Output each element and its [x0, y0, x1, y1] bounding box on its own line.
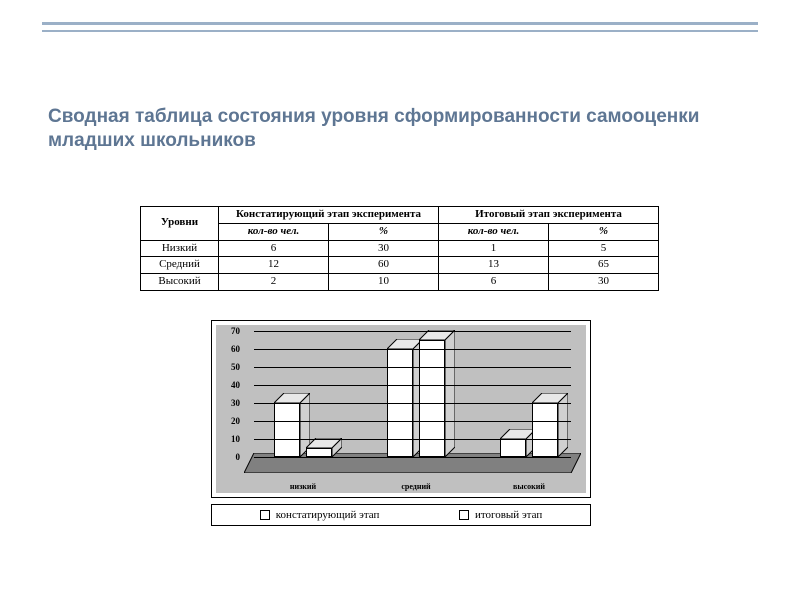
- th-stage2: Итоговый этап эксперимента: [439, 207, 659, 224]
- summary-table: Уровни Констатирующий этап эксперимента …: [140, 206, 659, 291]
- chart-ytick-label: 30: [216, 398, 240, 408]
- chart-ytick-label: 10: [216, 434, 240, 444]
- legend-swatch-1: [260, 510, 270, 520]
- chart-gridline: [254, 331, 571, 332]
- chart-gridline: [254, 439, 571, 440]
- th-count-2: кол-во чел.: [439, 223, 549, 240]
- chart-gridline: [254, 421, 571, 422]
- chart-ytick-label: 40: [216, 380, 240, 390]
- legend-item-1: констатирующий этап: [260, 509, 380, 521]
- chart-xtick-label: средний: [401, 482, 430, 491]
- chart-gridline: [254, 457, 571, 458]
- table-row: Высокий 2 10 6 30: [141, 274, 659, 291]
- chart-ytick-label: 60: [216, 344, 240, 354]
- chart-frame: 0 10 20 30 40 50 60 70 низкий средний высокий: [211, 320, 591, 498]
- table-row: Средний 12 60 13 65: [141, 257, 659, 274]
- chart-ytick-label: 20: [216, 416, 240, 426]
- th-pct-2: %: [549, 223, 659, 240]
- chart-bar: [306, 438, 342, 457]
- legend-label-1: констатирующий этап: [276, 509, 380, 521]
- legend-label-2: итоговый этап: [475, 509, 542, 521]
- chart-xtick-label: высокий: [513, 482, 545, 491]
- th-pct-1: %: [329, 223, 439, 240]
- chart-ytick-label: 70: [216, 326, 240, 336]
- th-count-1: кол-во чел.: [219, 223, 329, 240]
- chart-ytick-label: 50: [216, 362, 240, 372]
- chart-xtick-label: низкий: [290, 482, 316, 491]
- page-title: Сводная таблица состояния уровня сформир…: [48, 105, 752, 154]
- chart-container: 0 10 20 30 40 50 60 70 низкий средний высокий кон…: [211, 320, 591, 526]
- chart-gridline: [254, 349, 571, 350]
- th-level: Уровни: [141, 207, 219, 241]
- chart-legend: констатирующий этап итоговый этап: [211, 504, 591, 526]
- table-row: Низкий 6 30 1 5: [141, 240, 659, 257]
- th-stage1: Констатирующий этап эксперимента: [219, 207, 439, 224]
- chart-bar: [500, 429, 536, 457]
- chart-gridline: [254, 403, 571, 404]
- chart-plot: 0 10 20 30 40 50 60 70 низкий средний высокий: [216, 325, 586, 493]
- legend-swatch-2: [459, 510, 469, 520]
- legend-item-2: итоговый этап: [459, 509, 542, 521]
- header-divider: [42, 22, 758, 32]
- chart-gridline: [254, 367, 571, 368]
- chart-ytick-label: 0: [216, 452, 240, 462]
- chart-gridline: [254, 385, 571, 386]
